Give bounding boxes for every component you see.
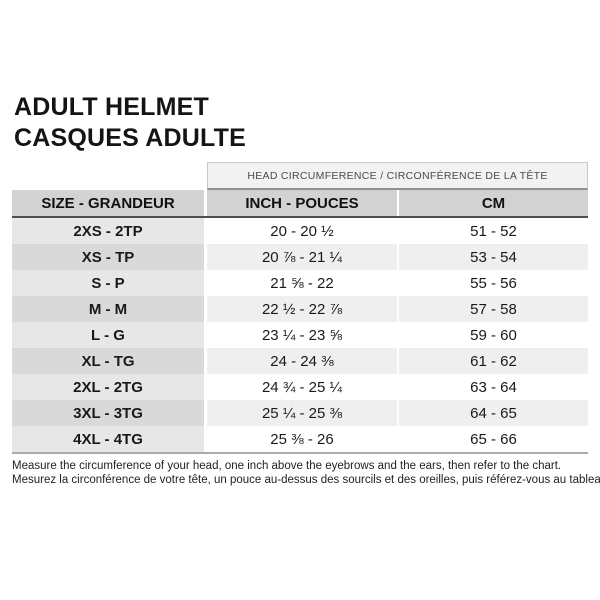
column-divider: [397, 348, 399, 374]
inch-range-cell: 23 ¼ - 23 ⅝: [207, 322, 397, 348]
title-line-en: ADULT HELMET: [14, 93, 209, 121]
column-divider: [204, 400, 207, 426]
size-cell: 3XL - 3TG: [12, 400, 204, 426]
column-divider: [204, 218, 207, 244]
inch-range-cell: 22 ½ - 22 ⅞: [207, 296, 397, 322]
inch-range-cell: 25 ¼ - 25 ⅜: [207, 400, 397, 426]
size-cell: L - G: [12, 322, 204, 348]
column-divider: [204, 322, 207, 348]
column-divider: [397, 244, 399, 270]
measurement-instructions: Measure the circumference of your head, …: [12, 459, 600, 487]
column-divider: [397, 218, 399, 244]
size-cell: XL - TG: [12, 348, 204, 374]
inch-range-cell: 24 ¾ - 25 ¼: [207, 374, 397, 400]
cm-range-cell: 59 - 60: [399, 322, 588, 348]
column-divider: [397, 426, 399, 452]
column-header-cm: CM: [399, 190, 588, 216]
size-cell: XS - TP: [12, 244, 204, 270]
inch-range-cell: 20 - 20 ½: [207, 218, 397, 244]
span-header-row: HEAD CIRCUMFERENCE / CIRCONFÉRENCE DE LA…: [12, 162, 588, 190]
column-divider: [397, 400, 399, 426]
cm-range-cell: 57 - 58: [399, 296, 588, 322]
title-line-fr: CASQUES ADULTE: [14, 124, 246, 152]
page-title: ADULT HELMET CASQUES ADULTE: [14, 92, 246, 154]
head-circumference-header: HEAD CIRCUMFERENCE / CIRCONFÉRENCE DE LA…: [207, 162, 588, 190]
table-row: XS - TP 20 ⅞ - 21 ¼ 53 - 54: [12, 244, 588, 270]
size-cell: M - M: [12, 296, 204, 322]
column-divider: [204, 348, 207, 374]
column-divider: [397, 296, 399, 322]
size-cell: 2XL - 2TG: [12, 374, 204, 400]
table-row: 3XL - 3TG 25 ¼ - 25 ⅜ 64 - 65: [12, 400, 588, 426]
column-divider: [204, 190, 207, 216]
table-row: L - G 23 ¼ - 23 ⅝ 59 - 60: [12, 322, 588, 348]
inch-range-cell: 24 - 24 ⅜: [207, 348, 397, 374]
cm-range-cell: 51 - 52: [399, 218, 588, 244]
column-divider: [204, 426, 207, 452]
size-cell: 2XS - 2TP: [12, 218, 204, 244]
column-divider: [204, 374, 207, 400]
table-row: XL - TG 24 - 24 ⅜ 61 - 62: [12, 348, 588, 374]
size-cell: S - P: [12, 270, 204, 296]
column-divider: [397, 374, 399, 400]
size-chart-table: HEAD CIRCUMFERENCE / CIRCONFÉRENCE DE LA…: [12, 162, 588, 454]
inch-range-cell: 21 ⅝ - 22: [207, 270, 397, 296]
column-divider: [204, 296, 207, 322]
column-divider: [397, 190, 399, 216]
column-divider: [204, 270, 207, 296]
size-cell: 4XL - 4TG: [12, 426, 204, 452]
table-row: 4XL - 4TG 25 ⅜ - 26 65 - 66: [12, 426, 588, 452]
table-body: 2XS - 2TP 20 - 20 ½ 51 - 52 XS - TP 20 ⅞ - 2…: [12, 218, 588, 454]
column-header-size: SIZE - GRANDEUR: [12, 190, 204, 216]
column-divider: [397, 270, 399, 296]
column-header-inch: INCH - POUCES: [207, 190, 397, 216]
cm-range-cell: 53 - 54: [399, 244, 588, 270]
column-divider: [397, 322, 399, 348]
table-row: S - P 21 ⅝ - 22 55 - 56: [12, 270, 588, 296]
table-row: M - M 22 ½ - 22 ⅞ 57 - 58: [12, 296, 588, 322]
instruction-en: Measure the circumference of your head, …: [12, 460, 562, 472]
cm-range-cell: 55 - 56: [399, 270, 588, 296]
span-header-spacer: [12, 162, 207, 190]
cm-range-cell: 64 - 65: [399, 400, 588, 426]
inch-range-cell: 20 ⅞ - 21 ¼: [207, 244, 397, 270]
instruction-fr: Mesurez la circonférence de votre tête, …: [12, 474, 600, 486]
cm-range-cell: 61 - 62: [399, 348, 588, 374]
cm-range-cell: 63 - 64: [399, 374, 588, 400]
inch-range-cell: 25 ⅜ - 26: [207, 426, 397, 452]
cm-range-cell: 65 - 66: [399, 426, 588, 452]
table-row: 2XS - 2TP 20 - 20 ½ 51 - 52: [12, 218, 588, 244]
table-row: 2XL - 2TG 24 ¾ - 25 ¼ 63 - 64: [12, 374, 588, 400]
column-divider: [204, 244, 207, 270]
table-header-row: SIZE - GRANDEUR INCH - POUCES CM: [12, 190, 588, 218]
